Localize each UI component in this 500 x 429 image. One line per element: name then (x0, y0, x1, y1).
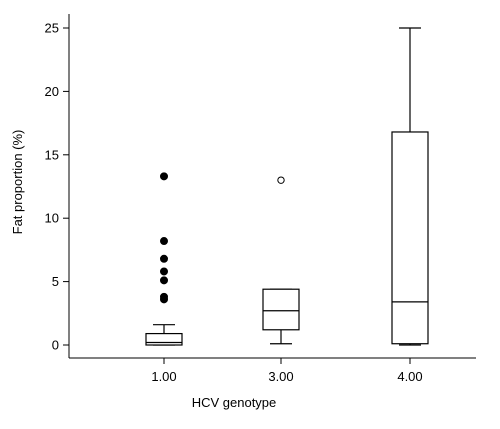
x-tick-label: 4.00 (397, 369, 422, 384)
extreme-point (160, 254, 168, 263)
axes: 0 5 10 15 20 25 1.00 3.00 4.00 (45, 14, 476, 384)
extreme-point (160, 292, 168, 301)
y-tick-label: 0 (52, 338, 59, 353)
plot-area (145, 27, 429, 346)
y-tick-label: 25 (45, 21, 59, 36)
x-axis-title: HCV genotype (192, 395, 277, 410)
y-tick-label: 20 (45, 84, 59, 99)
box (391, 131, 429, 345)
x-tick-label: 1.00 (151, 369, 176, 384)
extreme-point (160, 267, 168, 276)
box-group-3.00 (262, 176, 300, 345)
box-group-1.00 (145, 172, 183, 346)
box-group-4.00 (391, 27, 429, 346)
box (145, 332, 183, 346)
y-tick-label: 15 (45, 147, 59, 162)
outlier-point (277, 176, 285, 184)
y-tick-label: 10 (45, 211, 59, 226)
y-tick-label: 5 (52, 274, 59, 289)
extreme-point (160, 172, 168, 181)
extreme-point (160, 276, 168, 285)
y-axis-title: Fat proportion (%) (10, 130, 25, 235)
box (262, 288, 300, 331)
extreme-point (160, 237, 168, 246)
x-tick-label: 3.00 (268, 369, 293, 384)
